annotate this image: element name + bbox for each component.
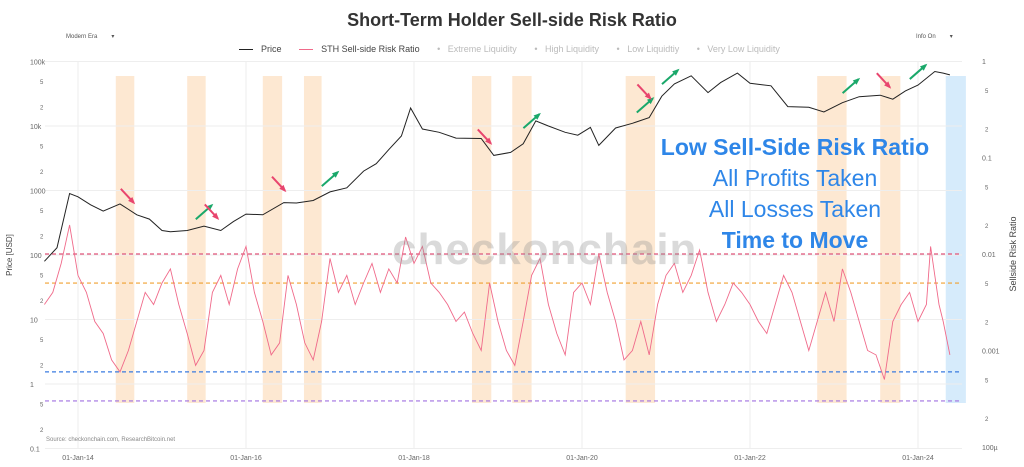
highlight-band — [262, 76, 283, 403]
arrow-head — [279, 184, 287, 193]
left-tick-label: 0.1 — [30, 447, 40, 454]
arrow-down-icon — [204, 203, 220, 220]
arrow-head — [331, 170, 340, 178]
highlight-band — [115, 76, 135, 403]
highlight-band — [303, 76, 322, 403]
highlight-band — [945, 76, 966, 403]
annotation-line4: Time to Move — [721, 227, 869, 253]
source-note: Source: checkonchain.com, ResearchBitcoi… — [46, 437, 176, 443]
right-tick-label: 100µ — [982, 445, 998, 452]
legend-item-extreme-liquidity[interactable]: • Extreme Liquidity — [437, 44, 517, 54]
highlight-band — [817, 76, 847, 403]
arrow-up-icon — [841, 77, 861, 94]
legend-item-price[interactable]: Price — [239, 44, 287, 54]
left-tick-label: 5 — [40, 338, 44, 344]
arrow-down-icon — [271, 176, 287, 193]
info-select[interactable]: Info On ▾ — [916, 33, 953, 40]
right-tick-label: 5 — [985, 379, 989, 385]
left-tick-label: 1000 — [30, 189, 46, 196]
y-left-label: Price [USD] — [5, 234, 14, 276]
left-tick-label: 5 — [40, 402, 44, 408]
left-tick-label: 100k — [30, 60, 46, 67]
legend-item-very-low-liquidity[interactable]: • Very Low Liquidity — [696, 44, 780, 54]
right-tick-label: 1 — [982, 59, 986, 66]
right-tick-label: 5 — [985, 89, 989, 95]
legend-item-high-liquidity[interactable]: • High Liquidity — [534, 44, 600, 54]
right-tick-label: 0.1 — [982, 156, 992, 163]
risk-ratio-line — [44, 224, 951, 380]
arrow-up-icon — [321, 170, 340, 187]
arrow-head — [128, 196, 136, 205]
x-tick-label: 01-Jan-14 — [62, 455, 94, 462]
arrow-up-icon — [661, 68, 680, 85]
arrow-up-icon — [195, 203, 214, 220]
arrow-up-icon — [636, 97, 655, 114]
arrow-head — [646, 97, 655, 105]
highlight-band — [512, 76, 532, 403]
arrow-head — [205, 203, 214, 211]
arrow-head — [919, 63, 928, 71]
right-tick-label: 2 — [985, 417, 989, 423]
x-tick-label: 01-Jan-22 — [734, 455, 766, 462]
left-tick-label: 2 — [40, 235, 44, 241]
left-tick-label: 10k — [30, 124, 42, 131]
right-tick-label: 2 — [985, 320, 989, 326]
legend-item-risk-ratio[interactable]: STH Sell-side Risk Ratio — [299, 44, 425, 54]
arrow-head — [672, 68, 680, 76]
era-select[interactable]: Modern Era ▾ — [66, 33, 114, 40]
right-tick-label: 5 — [985, 282, 989, 288]
arrow-head — [852, 77, 861, 85]
left-tick-label: 5 — [40, 144, 44, 150]
highlight-band — [471, 76, 492, 403]
right-tick-label: 2 — [985, 127, 989, 133]
left-tick-label: 2 — [40, 170, 44, 176]
arrow-up-icon — [909, 63, 928, 80]
annotation-line1: Low Sell-Side Risk Ratio — [660, 134, 930, 160]
right-tick-label: 5 — [985, 186, 989, 192]
legend: Price STH Sell-side Risk Ratio • Extreme… — [0, 44, 1024, 54]
left-tick-label: 5 — [40, 273, 44, 279]
arrow-down-icon — [477, 128, 493, 145]
left-tick-label: 2 — [40, 299, 44, 305]
x-tick-label: 01-Jan-16 — [230, 455, 262, 462]
chevron-down-icon: ▾ — [111, 34, 115, 40]
legend-item-low-liquidity[interactable]: • Low Liquidtiy — [616, 44, 680, 54]
left-tick-label: 5 — [40, 209, 44, 215]
arrow-head — [884, 81, 892, 89]
left-tick-label: 2 — [40, 428, 44, 434]
right-tick-label: 0.001 — [982, 349, 1000, 356]
left-tick-label: 10 — [30, 318, 38, 325]
left-tick-label: 5 — [40, 80, 44, 86]
chevron-down-icon: ▾ — [949, 34, 953, 40]
arrow-up-icon — [522, 112, 541, 129]
arrow-down-icon — [636, 83, 652, 100]
arrow-down-icon — [120, 188, 136, 205]
left-tick-label: 2 — [40, 364, 44, 370]
right-tick-label: 0.01 — [982, 252, 996, 259]
arrow-head — [212, 212, 220, 220]
y-right-label: Sellside Risk Ratio — [1008, 216, 1018, 291]
x-tick-label: 01-Jan-20 — [566, 455, 598, 462]
info-select-value: Info On — [916, 34, 936, 40]
left-tick-label: 100 — [30, 253, 42, 260]
arrow-head — [644, 92, 652, 100]
highlight-band — [187, 76, 206, 403]
x-tick-label: 01-Jan-18 — [398, 455, 430, 462]
arrow-head — [533, 112, 541, 120]
chart-title: Short-Term Holder Sell-side Risk Ratio — [347, 10, 677, 30]
x-tick-label: 01-Jan-24 — [902, 455, 934, 462]
highlight-band — [880, 76, 901, 403]
right-tick-label: 2 — [985, 224, 989, 230]
annotation-line3: All Losses Taken — [708, 196, 882, 222]
price-line — [44, 70, 951, 262]
annotation-line2: All Profits Taken — [712, 165, 878, 191]
watermark: checkonchain — [392, 225, 698, 274]
arrow-down-icon — [876, 72, 892, 89]
left-tick-label: 1 — [30, 382, 34, 389]
era-select-value: Modern Era — [66, 34, 98, 40]
left-tick-label: 2 — [40, 106, 44, 112]
arrow-head — [485, 137, 493, 145]
